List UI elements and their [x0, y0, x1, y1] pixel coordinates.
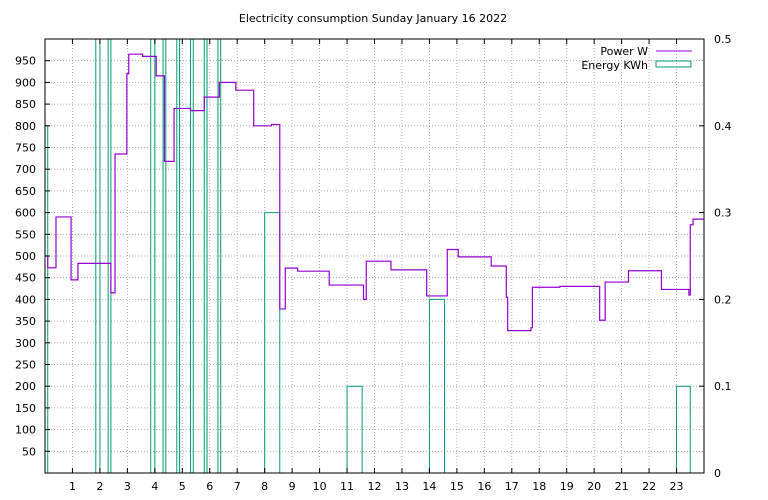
x-tick-label: 18 [532, 480, 546, 493]
x-tick-label: 7 [234, 480, 241, 493]
grid-lines [45, 39, 704, 473]
energy-bar [176, 38, 181, 473]
axis-ticks: 1 2 3 4 5 6 7 8 9 10 11 12 13 14 15 16 17 18 19 20 21 22 23501… [15, 33, 732, 493]
x-tick-label: 19 [560, 480, 574, 493]
energy-bar [107, 38, 112, 473]
x-tick-label: 4 [151, 480, 158, 493]
power-line [45, 53, 704, 332]
y-tick-label: 550 [15, 228, 36, 241]
chart-title: Electricity consumption Sunday January 1… [239, 12, 507, 25]
x-tick-label: 16 [477, 480, 491, 493]
y-tick-label: 850 [15, 98, 36, 111]
power-series [45, 53, 704, 332]
legend-label-energy: Energy KWh [581, 59, 648, 72]
y-tick-label: 900 [15, 76, 36, 89]
x-tick-label: 23 [670, 480, 684, 493]
x-tick-label: 5 [179, 480, 186, 493]
y-tick-label: 450 [15, 272, 36, 285]
y-tick-label: 100 [15, 424, 36, 437]
y-tick-label: 650 [15, 185, 36, 198]
y-tick-label: 600 [15, 207, 36, 220]
y-tick-label: 150 [15, 402, 36, 415]
y2-tick-label: 0 [714, 467, 721, 480]
y-tick-label: 350 [15, 315, 36, 328]
y-tick-label: 250 [15, 359, 36, 372]
legend-swatch-energy [655, 60, 692, 68]
x-tick-label: 13 [395, 480, 409, 493]
y-tick-label: 800 [15, 120, 36, 133]
y-tick-label: 400 [15, 293, 36, 306]
y-tick-label: 300 [15, 337, 36, 350]
energy-bar [428, 298, 446, 473]
energy-bar [346, 385, 363, 473]
x-tick-label: 22 [642, 480, 656, 493]
y-tick-label: 200 [15, 380, 36, 393]
x-tick-label: 3 [124, 480, 131, 493]
x-tick-label: 14 [422, 480, 436, 493]
y2-tick-label: 0.2 [714, 293, 732, 306]
x-tick-label: 9 [289, 480, 296, 493]
energy-bar [676, 385, 691, 473]
x-tick-label: 2 [96, 480, 103, 493]
y-tick-label: 950 [15, 55, 36, 68]
x-tick-label: 1 [69, 480, 76, 493]
x-tick-label: 17 [505, 480, 519, 493]
energy-bar [150, 38, 156, 473]
x-tick-label: 12 [368, 480, 382, 493]
x-tick-label: 15 [450, 480, 464, 493]
x-tick-label: 11 [340, 480, 354, 493]
energy-bar [264, 212, 281, 473]
y-tick-label: 750 [15, 142, 36, 155]
y-tick-label: 50 [22, 445, 36, 458]
y2-tick-label: 0.4 [714, 120, 732, 133]
y2-tick-label: 0.3 [714, 207, 732, 220]
x-tick-label: 6 [206, 480, 213, 493]
x-tick-label: 21 [615, 480, 629, 493]
legend: Power W Energy KWh [581, 45, 692, 72]
x-tick-label: 8 [261, 480, 268, 493]
y-tick-label: 500 [15, 250, 36, 263]
legend-label-power: Power W [600, 45, 648, 58]
y2-tick-label: 0.5 [714, 33, 732, 46]
y-tick-label: 700 [15, 163, 36, 176]
energy-bar [190, 38, 194, 473]
x-tick-label: 10 [313, 480, 327, 493]
y2-tick-label: 0.1 [714, 380, 732, 393]
x-tick-label: 20 [587, 480, 601, 493]
